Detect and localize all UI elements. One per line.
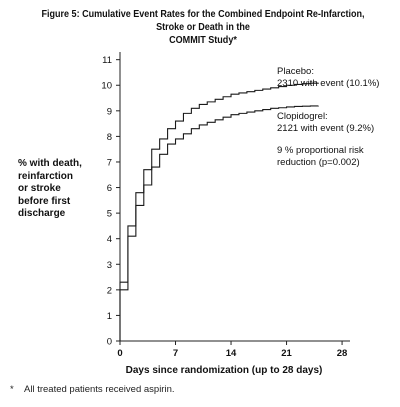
y-axis-label-line: reinfarction	[18, 170, 74, 182]
y-axis-label-line: or stroke	[18, 183, 61, 194]
y-axis-label-line: discharge	[18, 208, 66, 219]
footnote-text: All treated patients received aspirin.	[24, 384, 175, 395]
x-tick-label: 28	[337, 348, 348, 359]
y-tick-label: 0	[107, 337, 112, 348]
y-tick-label: 1	[107, 311, 112, 322]
footnote-marker: *	[10, 384, 14, 395]
placebo-step-line	[119, 82, 319, 341]
y-axis-label-line: before first	[18, 195, 71, 207]
risk-reduction-annotation-line: 9 % proportional risk	[277, 145, 364, 156]
y-tick-label: 11	[102, 55, 112, 66]
y-tick-label: 6	[107, 183, 112, 194]
x-tick-label: 7	[173, 348, 178, 359]
y-tick-label: 2	[107, 285, 112, 296]
y-tick-label: 7	[107, 157, 112, 168]
chart-series	[119, 82, 319, 341]
y-tick-label: 9	[107, 106, 112, 117]
figure-title: Figure 5: Cumulative Event Rates for the…	[40, 8, 365, 47]
x-tick-label: 14	[226, 348, 237, 359]
clopidogrel-annotation-line: Clopidogrel:	[277, 111, 328, 122]
y-tick-label: 3	[107, 260, 112, 271]
y-tick-label: 4	[107, 234, 112, 245]
y-axis-label-line: % with death,	[18, 158, 82, 169]
placebo-annotation-line: Placebo:	[277, 66, 314, 77]
x-tick-label: 0	[117, 348, 122, 359]
clopidogrel-annotation-line: 2121 with event (9.2%)	[277, 123, 374, 134]
y-tick-label: 8	[107, 132, 112, 143]
placebo-annotation-line: 2310 with event (10.1%)	[277, 78, 379, 89]
footnote: * All treated patients received aspirin.	[10, 384, 175, 395]
y-tick-label: 10	[101, 81, 112, 92]
figure-title-line-2: COMMIT Study*	[169, 34, 237, 46]
risk-reduction-annotation-line: reduction (p=0.002)	[277, 157, 360, 168]
chart-axes: 0 1 2 3 4 5 6 7 8 9 10 11 0 7 14 21 28	[101, 52, 350, 359]
x-axis-label: Days since randomization (up to 28 days)	[126, 365, 323, 376]
y-tick-label: 5	[107, 209, 112, 220]
x-tick-label: 21	[281, 348, 292, 359]
clopidogrel-step-line	[119, 105, 319, 341]
figure-title-line-1: Figure 5: Cumulative Event Rates for the…	[41, 8, 365, 33]
y-axis-label: % with death, reinfarction or stroke bef…	[18, 158, 113, 221]
